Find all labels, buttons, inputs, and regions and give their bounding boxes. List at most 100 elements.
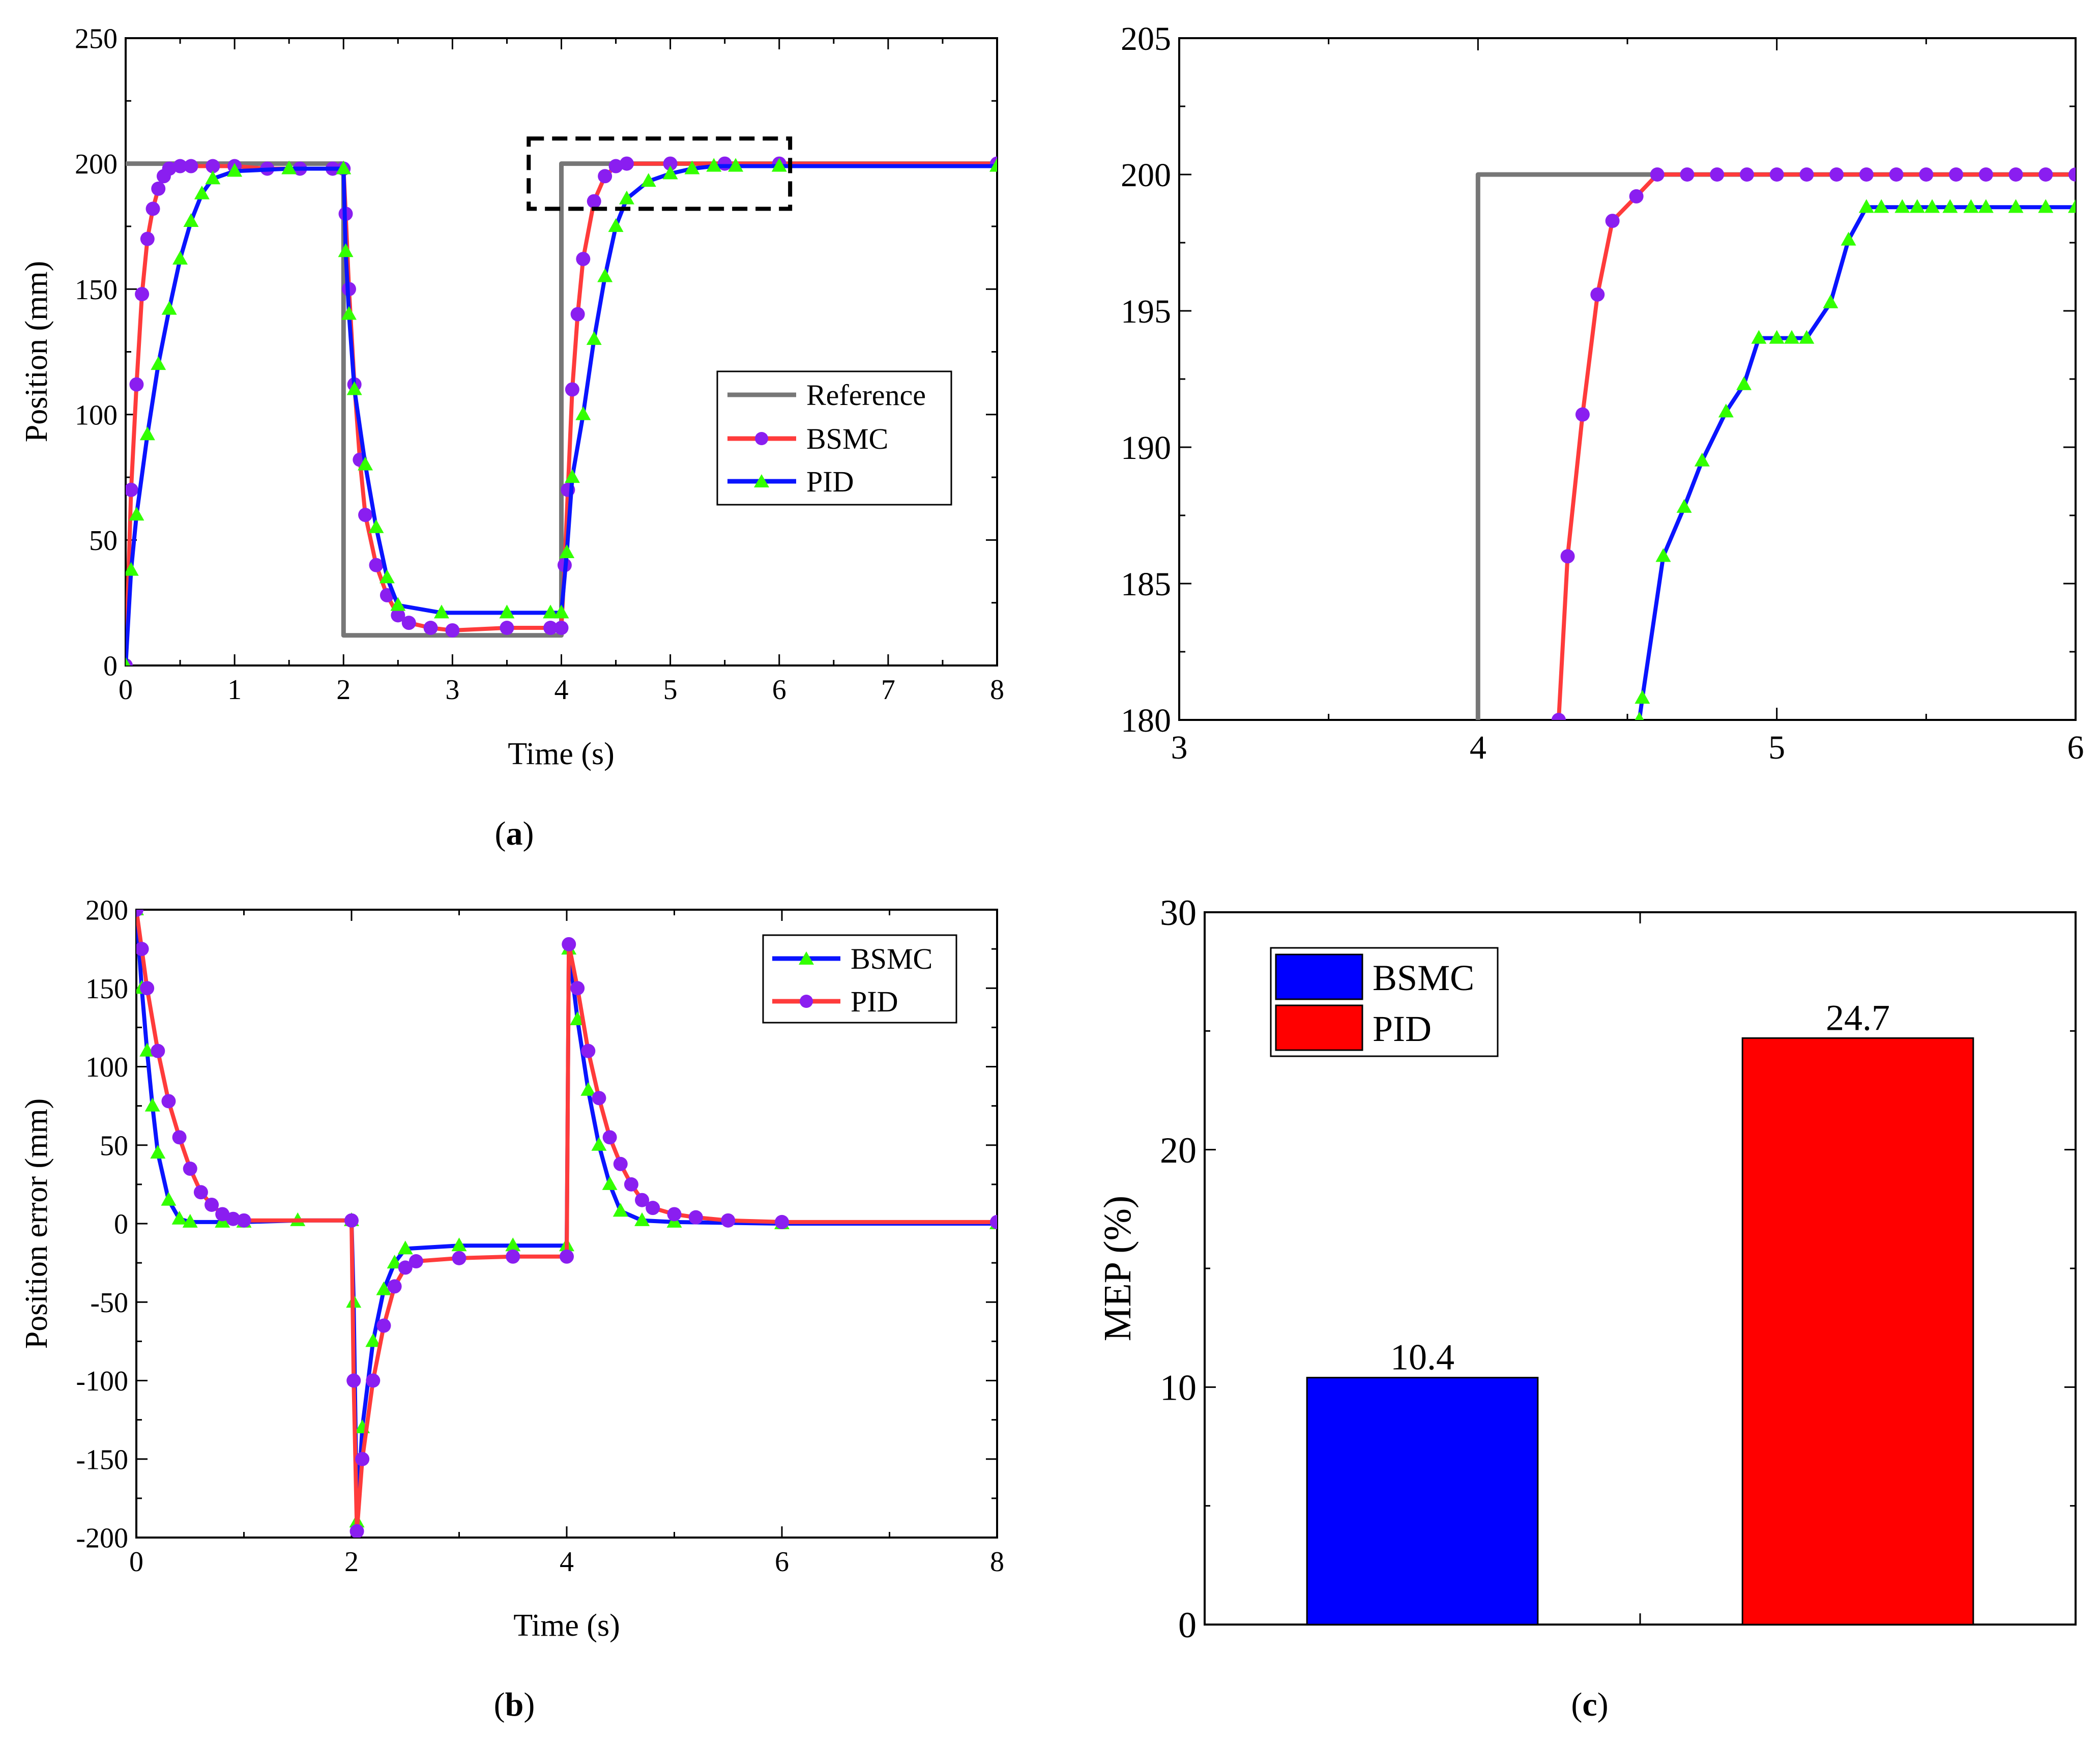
data-point-bsmc xyxy=(1859,167,1874,182)
data-point-pid xyxy=(1769,330,1785,344)
data-point-pid xyxy=(193,1185,208,1200)
data-point-pid xyxy=(281,160,297,175)
data-point-bsmc xyxy=(1560,549,1575,564)
data-point-pid xyxy=(338,243,354,257)
legend-item-reference: Reference xyxy=(727,379,926,412)
data-point-pid xyxy=(592,1091,606,1106)
data-point-pid xyxy=(543,604,559,619)
data-point-bsmc xyxy=(587,194,601,209)
x-tick-label: 6 xyxy=(775,1546,789,1578)
data-point-pid xyxy=(1635,690,1650,704)
x-tick-label: 1 xyxy=(227,674,242,706)
data-point-pid xyxy=(602,1130,617,1145)
data-point-bsmc xyxy=(543,621,558,635)
bar-value-label: 24.7 xyxy=(1826,997,1890,1038)
data-point-pid xyxy=(1694,452,1710,467)
data-point-bsmc xyxy=(565,382,579,397)
legend-item-b-bsmc: BSMC xyxy=(772,942,932,975)
data-point-bsmc xyxy=(1889,167,1904,182)
data-point-pid xyxy=(1718,403,1734,418)
data-point-pid xyxy=(2008,199,2024,213)
data-point-pid xyxy=(688,1210,703,1225)
data-point-pid xyxy=(990,1214,997,1229)
data-point-bsmc xyxy=(505,1237,521,1252)
legend-label-pid: PID xyxy=(806,465,854,498)
legend-label-b-bsmc: BSMC xyxy=(851,942,932,975)
data-point-pid xyxy=(409,1254,423,1269)
data-point-bsmc xyxy=(144,1097,160,1112)
data-point-pid xyxy=(597,268,613,282)
data-point-bsmc xyxy=(1710,167,1725,182)
data-point-pid xyxy=(771,158,787,172)
data-point-bsmc xyxy=(1551,713,1566,720)
data-point-pid xyxy=(136,942,149,957)
data-point-pid xyxy=(358,456,373,471)
data-point-bsmc xyxy=(1650,167,1665,182)
data-point-pid xyxy=(624,1177,638,1192)
chart-c-mep-bar: 0 10 20 30 10.4 24.7 MEP (%) BSMC PID (c) xyxy=(1096,892,2077,1723)
x-tick-label: 2 xyxy=(336,674,351,706)
data-point-bsmc xyxy=(445,623,460,638)
data-point-pid xyxy=(1963,199,1979,213)
data-point-bsmc xyxy=(619,156,634,171)
data-point-pid xyxy=(1784,330,1800,344)
data-point-bsmc xyxy=(376,1281,392,1295)
data-point-pid xyxy=(379,569,395,584)
legend-label-b-pid: PID xyxy=(851,985,898,1018)
data-point-pid xyxy=(126,657,130,665)
data-point-bsmc xyxy=(135,287,150,302)
data-point-bsmc xyxy=(1680,167,1695,182)
y-tick-label: -100 xyxy=(76,1366,128,1397)
data-point-pid xyxy=(227,163,243,177)
data-point-pid xyxy=(387,1279,402,1294)
data-point-pid xyxy=(635,1193,650,1207)
data-point-pid xyxy=(452,1251,466,1265)
y-tick-label: 50 xyxy=(89,525,118,557)
data-point-pid xyxy=(2068,199,2076,213)
data-point-bsmc xyxy=(570,307,585,322)
x-tick-label: 0 xyxy=(119,674,133,706)
y-tick-label: 0 xyxy=(1178,1605,1197,1645)
legend-item-b-pid: PID xyxy=(772,985,898,1018)
y-tick-label: -150 xyxy=(76,1444,128,1475)
y-tick-label: 100 xyxy=(85,1052,128,1083)
chart-c-y-label: MEP (%) xyxy=(1096,1196,1139,1341)
data-point-pid xyxy=(559,544,575,559)
data-point-bsmc xyxy=(2008,167,2023,182)
data-point-pid xyxy=(172,1130,187,1145)
chart-a-plot-area: 0 1 2 3 4 5 6 7 8 0 50 100 150 200 250 xyxy=(75,23,1004,706)
data-point-bsmc xyxy=(1575,407,1590,422)
y-tick-label: 0 xyxy=(103,651,118,682)
data-point-pid xyxy=(215,1207,230,1222)
data-point-bsmc xyxy=(184,159,198,173)
data-point-pid xyxy=(553,604,569,619)
data-point-bsmc xyxy=(1829,167,1844,182)
data-point-bsmc xyxy=(2038,167,2053,182)
data-point-pid xyxy=(640,173,656,187)
data-point-bsmc xyxy=(129,377,144,392)
data-point-bsmc xyxy=(1919,167,1934,182)
series-layer xyxy=(1475,167,2076,720)
x-tick-label: 5 xyxy=(663,674,678,706)
y-tick-label: 20 xyxy=(1160,1130,1197,1171)
data-point-pid xyxy=(349,1524,364,1538)
data-point-pid xyxy=(1978,199,1994,213)
data-point-pid xyxy=(499,604,515,619)
panel-label-a: (a) xyxy=(495,815,534,852)
y-tick-label: 195 xyxy=(1121,293,1171,330)
x-tick-label: 4 xyxy=(1470,729,1486,766)
legend-label-reference: Reference xyxy=(806,379,926,412)
data-point-pid xyxy=(237,1213,251,1228)
data-point-pid xyxy=(721,1213,736,1228)
data-point-pid xyxy=(1894,199,1910,213)
data-point-bsmc xyxy=(423,621,438,635)
data-point-pid xyxy=(205,170,221,185)
y-tick-label: 100 xyxy=(75,399,118,431)
data-point-bsmc xyxy=(173,159,188,173)
data-point-bsmc xyxy=(401,616,416,630)
data-point-bsmc xyxy=(2068,167,2076,182)
bar-bsmc xyxy=(1306,1377,1539,1626)
data-point-pid xyxy=(619,190,634,205)
data-point-pid xyxy=(183,213,199,227)
data-point-pid xyxy=(613,1156,628,1171)
